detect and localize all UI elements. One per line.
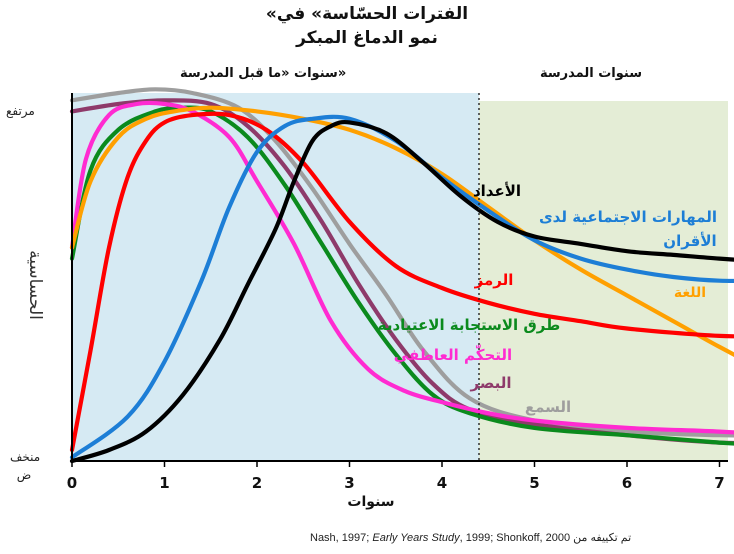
series-line-2: [69, 105, 734, 446]
y-axis-title: الحساسية: [25, 250, 45, 320]
chart-title-line-2: نمو الدماغ المبكر: [296, 28, 438, 48]
series-label-3: اللغة: [674, 285, 706, 301]
x-tick-label-7: 7: [714, 474, 724, 492]
source-italic: Early Years Study: [372, 532, 460, 544]
source-adapted-note: تم تكييفه من: [573, 532, 632, 544]
y-bottom-label: منخف ض: [10, 450, 41, 482]
series-label-7: البصر: [469, 374, 511, 392]
series-label-1: المهارات الاجتماعية لدى: [539, 208, 717, 226]
series-label-5: طرق الاستجابة الاعتيادية: [378, 316, 561, 334]
x-tick-label-2: 2: [252, 474, 262, 492]
series-line-3: [69, 100, 734, 435]
x-tick-label-4: 4: [437, 474, 447, 492]
y-top-label: مرتفع: [6, 104, 35, 118]
chart-title-line-1: «الفترات الحسّاسة» في: [265, 4, 469, 24]
series-label-2: الأقران: [663, 232, 716, 250]
x-tick-label-1: 1: [159, 474, 169, 492]
series-label-6: التحكّم العاطفي: [394, 344, 512, 364]
series-label-4: الرمز: [474, 271, 514, 289]
series-line-7: [69, 119, 734, 464]
series-label-8: السمع: [525, 398, 571, 416]
series-line-6: [69, 114, 734, 460]
source-prefix: Nash, 1997;: [310, 532, 373, 544]
series-line-4: [69, 105, 734, 358]
source-suffix: , 1999; Shonkoff, 2000: [459, 532, 571, 544]
period-label-school: سنوات المدرسة: [540, 66, 643, 81]
x-axis-title: سنوات: [347, 494, 394, 510]
x-tick-label-3: 3: [344, 474, 354, 492]
series-line-0: [69, 87, 734, 438]
x-tick-label-5: 5: [529, 474, 539, 492]
x-tick-label-0: 0: [67, 474, 77, 492]
period-label-preschool: سنوات «ما قبل المدرسة»: [180, 66, 347, 81]
source-note: Nash, 1997; Early Years Study, 1999; Sho…: [310, 531, 631, 544]
x-tick-label-6: 6: [622, 474, 632, 492]
series-label-0: الأعداد: [473, 182, 521, 200]
